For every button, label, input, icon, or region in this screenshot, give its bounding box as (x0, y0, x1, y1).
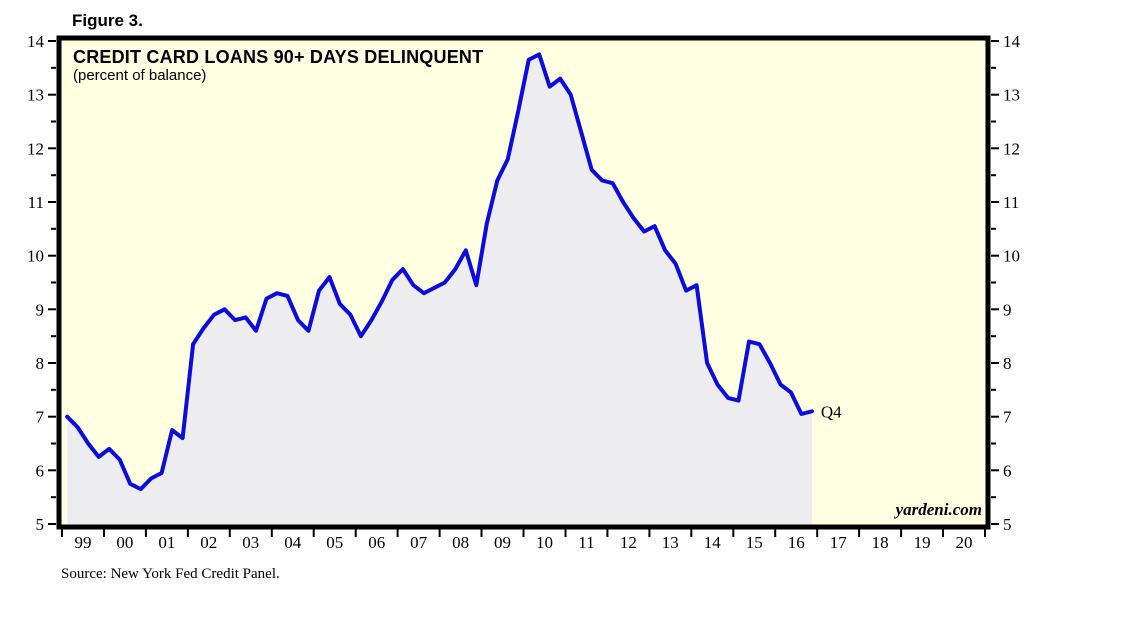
y-axis-label-right: 6 (1003, 461, 1012, 480)
y-axis-label-right: 9 (1003, 300, 1012, 319)
x-axis-label: 19 (914, 533, 931, 552)
x-axis-label: 08 (452, 533, 469, 552)
y-axis-label-left: 11 (28, 193, 44, 212)
x-axis-label: 12 (620, 533, 637, 552)
y-axis-label-right: 10 (1003, 247, 1020, 266)
delinquency-line (65, 52, 814, 492)
x-axis-label: 07 (410, 533, 428, 552)
y-axis-label-left: 8 (36, 354, 45, 373)
y-axis-label-left: 9 (36, 300, 45, 319)
x-axis-label: 17 (830, 533, 848, 552)
chart-subtitle: (percent of balance) (73, 67, 207, 84)
x-axis-label: 10 (536, 533, 553, 552)
y-axis-label-right: 7 (1003, 408, 1012, 427)
y-axis-label-left: 5 (36, 515, 45, 534)
y-axis-label-left: 14 (27, 32, 45, 51)
latest-quarter-label: Q4 (821, 402, 842, 421)
chart-title-block: CREDIT CARD LOANS 90+ DAYS DELINQUENT (p… (73, 47, 483, 84)
y-axis-label-right: 14 (1003, 32, 1021, 51)
plot-frame (56, 35, 991, 530)
y-axis-label-right: 13 (1003, 86, 1020, 105)
x-axis-label: 03 (242, 533, 259, 552)
x-axis-label: 09 (494, 533, 511, 552)
y-axis-label-left: 12 (27, 139, 44, 158)
x-axis-label: 01 (158, 533, 175, 552)
watermark: yardeni.com (895, 500, 982, 519)
x-axis-label: 04 (284, 533, 302, 552)
area-fill (67, 54, 812, 525)
x-axis-label: 18 (872, 533, 889, 552)
y-axis-label-left: 10 (27, 247, 44, 266)
x-axis-label: 13 (662, 533, 679, 552)
x-axis-label: 00 (116, 533, 133, 552)
chart-title: CREDIT CARD LOANS 90+ DAYS DELINQUENT (73, 47, 484, 67)
y-axis-label-right: 12 (1003, 139, 1020, 158)
x-axis-label: 05 (326, 533, 343, 552)
x-axis-label: 16 (788, 533, 805, 552)
x-axis-label: 14 (704, 533, 722, 552)
y-axis-label-right: 5 (1003, 515, 1012, 534)
y-axis-label-right: 8 (1003, 354, 1012, 373)
x-axis-label: 99 (75, 533, 92, 552)
y-axis-label-right: 11 (1003, 193, 1019, 212)
source-note: Source: New York Fed Credit Panel. (61, 566, 280, 582)
x-axis-label: 02 (200, 533, 217, 552)
figure-label: Figure 3. (72, 11, 143, 30)
x-axis-label: 15 (746, 533, 763, 552)
x-axis-label: 06 (368, 533, 385, 552)
y-axis-label-left: 13 (27, 86, 44, 105)
y-axis-label-left: 6 (36, 461, 45, 480)
x-axis-label: 20 (956, 533, 973, 552)
y-axis-label-left: 7 (36, 408, 45, 427)
x-axis-label: 11 (578, 533, 594, 552)
